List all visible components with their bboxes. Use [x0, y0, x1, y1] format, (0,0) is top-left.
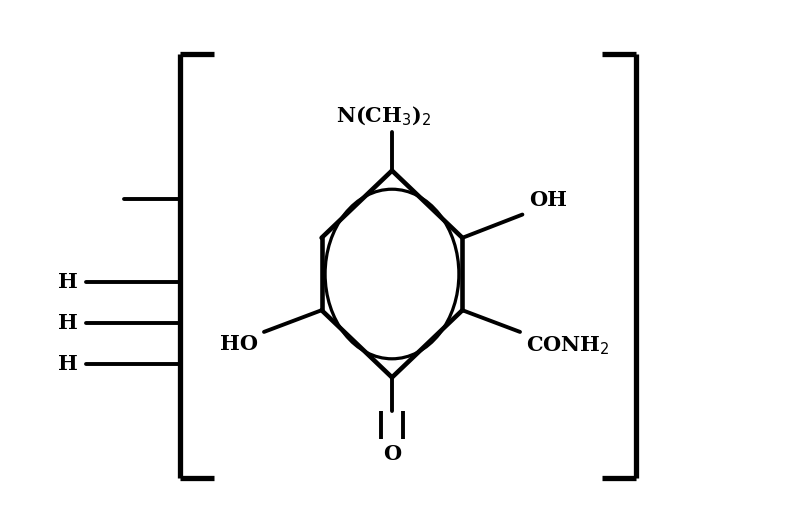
Text: H: H — [58, 355, 78, 374]
Text: OH: OH — [529, 190, 566, 210]
Text: HO: HO — [219, 334, 258, 355]
Text: O: O — [383, 444, 401, 464]
Text: H: H — [58, 313, 78, 333]
Text: CONH$_2$: CONH$_2$ — [526, 334, 610, 357]
Text: N(CH$_3$)$_2$: N(CH$_3$)$_2$ — [336, 104, 432, 128]
Text: H: H — [58, 272, 78, 292]
